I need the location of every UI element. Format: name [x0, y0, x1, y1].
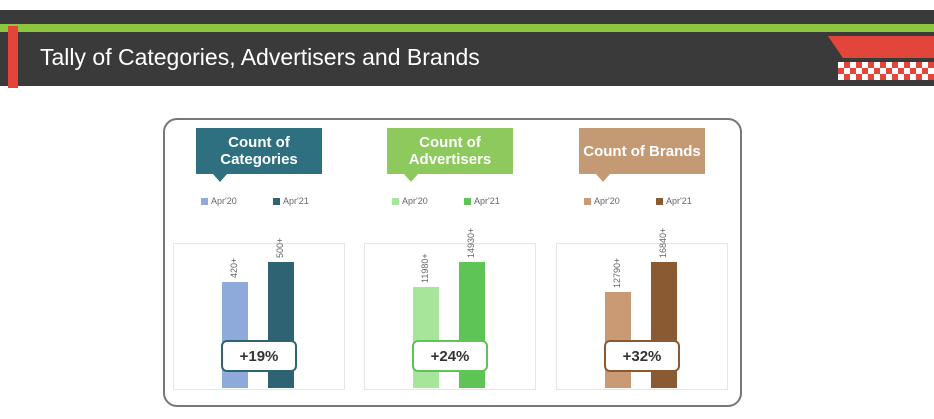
header-band: [0, 10, 934, 86]
legend-swatch: [584, 197, 591, 205]
chart-title: Count of Brands: [579, 128, 705, 174]
chart-title: Count of Categories: [196, 128, 322, 174]
plot-area: [364, 243, 536, 390]
plot-area: [173, 243, 345, 390]
legend-entry: Apr'20: [201, 196, 237, 206]
value-label: 14930+: [466, 227, 476, 258]
title-pointer: [596, 174, 610, 182]
legend-entry: Apr'20: [584, 196, 620, 206]
legend-label: Apr'20: [211, 196, 237, 206]
legend-swatch: [656, 197, 663, 205]
legend-swatch: [273, 197, 280, 205]
legend-label: Apr'21: [666, 196, 692, 206]
header-accent: [8, 26, 18, 88]
title-pointer: [404, 174, 418, 182]
title-pointer: [213, 174, 227, 182]
header-decoration: [828, 36, 934, 58]
growth-badge: +19%: [221, 340, 297, 372]
value-label: 420+: [229, 257, 239, 279]
legend-label: Apr'20: [402, 196, 428, 206]
bar: [413, 286, 439, 388]
value-label: 11980+: [420, 253, 430, 283]
charts-frame: [163, 118, 742, 407]
legend-swatch: [464, 197, 471, 205]
legend-swatch: [201, 197, 208, 205]
growth-badge: +32%: [604, 340, 680, 372]
value-label: 500+: [275, 237, 285, 258]
chart-title: Count of Advertisers: [387, 128, 513, 174]
plot-area: [556, 243, 728, 390]
legend-label: Apr'21: [474, 196, 500, 206]
legend-entry: Apr'21: [464, 196, 500, 206]
bar: [222, 282, 248, 388]
legend-entry: Apr'21: [273, 196, 309, 206]
header-stripe: [0, 24, 934, 32]
legend-entry: Apr'20: [392, 196, 428, 206]
value-label: 12790+: [612, 258, 622, 289]
slide-title: Tally of Categories, Advertisers and Bra…: [40, 44, 480, 70]
header-checker: [838, 62, 934, 80]
legend-label: Apr'21: [283, 196, 309, 206]
growth-badge: +24%: [412, 340, 488, 372]
value-label: 16840+: [658, 227, 668, 258]
legend-label: Apr'20: [594, 196, 620, 206]
legend-entry: Apr'21: [656, 196, 692, 206]
legend-swatch: [392, 197, 399, 205]
